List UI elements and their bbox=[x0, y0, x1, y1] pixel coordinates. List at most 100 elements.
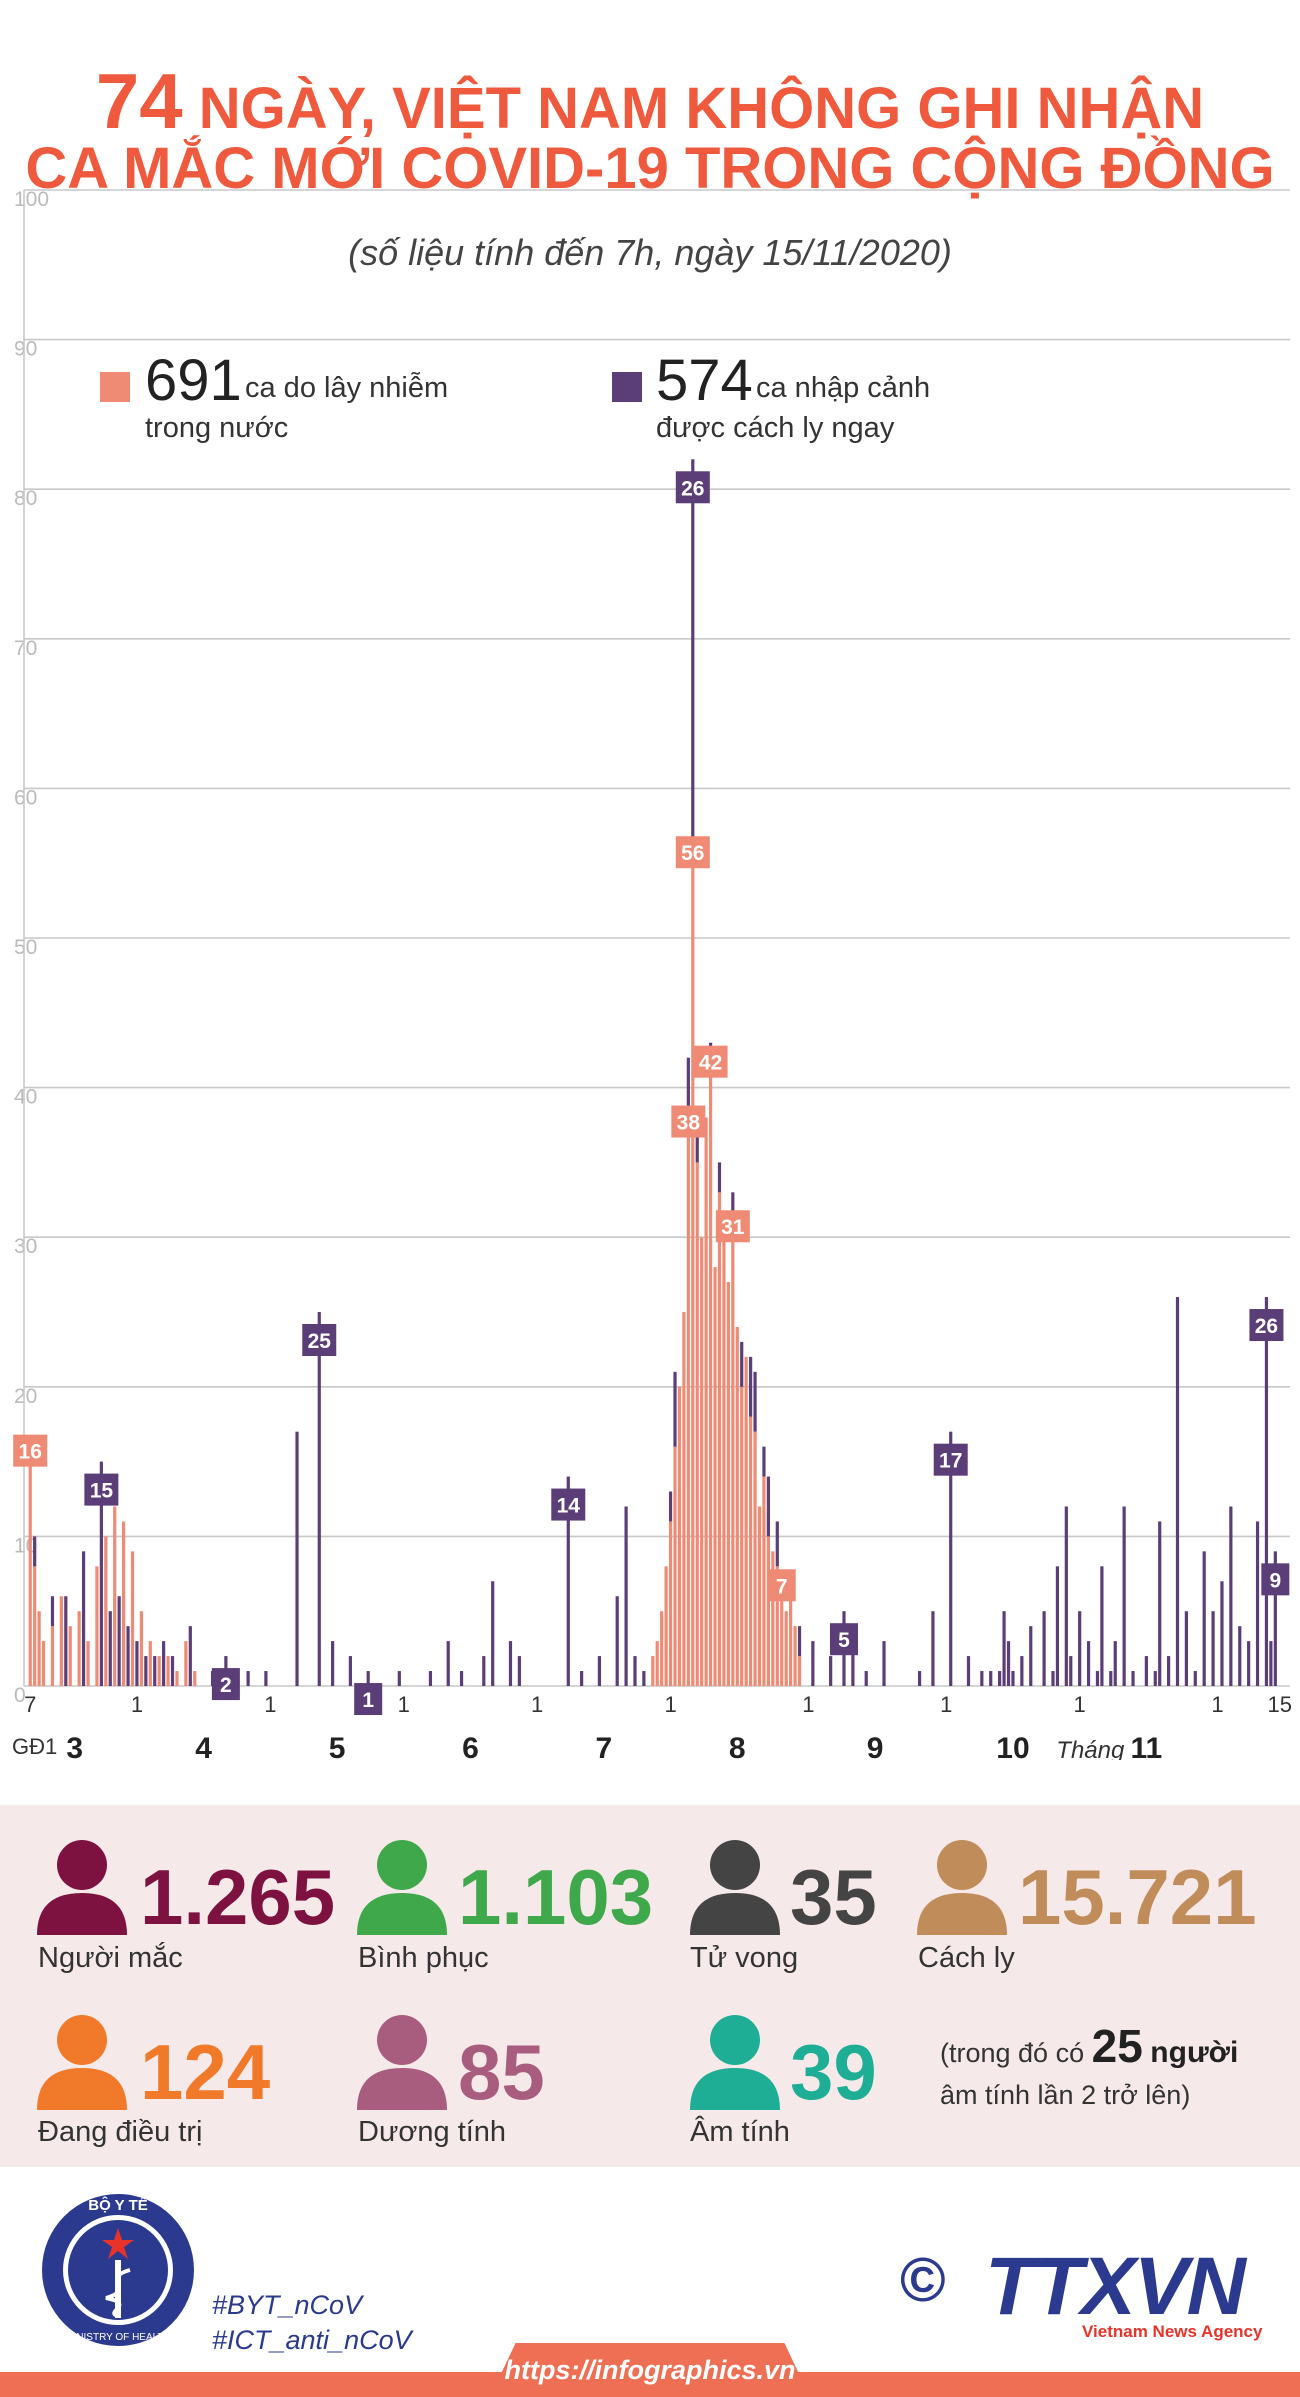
hashtag-byt: #BYT_nCoV bbox=[212, 2290, 363, 2320]
stat-treating-value: 124 bbox=[140, 2028, 271, 2116]
bar-imported bbox=[117, 1596, 121, 1686]
note-prefix: (trong đó có bbox=[940, 2038, 1085, 2068]
bar-imported bbox=[1064, 1506, 1068, 1686]
bar-imported bbox=[1055, 1566, 1060, 1686]
legend-imported-number: 574 bbox=[656, 348, 753, 413]
bar-imported bbox=[428, 1671, 433, 1686]
y-tick-label: 90 bbox=[14, 338, 37, 361]
data-label-box bbox=[1261, 1563, 1290, 1596]
bar-imported bbox=[1255, 1521, 1260, 1686]
bar-domestic bbox=[722, 1237, 726, 1686]
data-label-box bbox=[767, 1569, 796, 1602]
y-tick-label: 80 bbox=[14, 487, 37, 510]
bar-imported bbox=[1167, 1656, 1171, 1686]
bar-domestic bbox=[717, 1192, 722, 1686]
bar-imported bbox=[50, 1596, 55, 1627]
bar-domestic bbox=[686, 1117, 690, 1686]
bar-imported bbox=[64, 1596, 68, 1686]
person-icon bbox=[690, 2015, 780, 2110]
bar-domestic bbox=[753, 1431, 757, 1686]
data-label: 17 bbox=[933, 1443, 968, 1476]
data-label: 16 bbox=[13, 1434, 48, 1467]
bar-imported bbox=[949, 1431, 953, 1686]
stat-quarantine-label: Cách ly bbox=[918, 1942, 1015, 1974]
bar-imported bbox=[1100, 1566, 1104, 1686]
bar-imported bbox=[851, 1641, 855, 1686]
bar-domestic bbox=[677, 1386, 682, 1686]
data-label-box bbox=[675, 471, 710, 504]
ministry-logo-bottom-text: MINISTRY OF HEALTH bbox=[65, 2332, 171, 2343]
title-number: 74 bbox=[95, 57, 183, 145]
bar-imported bbox=[1264, 1297, 1269, 1686]
data-label: 38 bbox=[671, 1105, 706, 1138]
bar-imported bbox=[695, 1117, 699, 1163]
data-label-text: 31 bbox=[721, 1216, 745, 1239]
bar-imported bbox=[1042, 1611, 1046, 1686]
bar-domestic bbox=[86, 1641, 90, 1686]
ministry-of-health-logo: BỘ Y TẾ MINISTRY OF HEALTH bbox=[42, 2194, 194, 2346]
bar-imported bbox=[566, 1476, 570, 1686]
legend-domestic-text-1: ca do lây nhiễm bbox=[245, 372, 449, 404]
person-icon bbox=[690, 1840, 780, 1935]
bar-imported bbox=[144, 1656, 148, 1686]
stat-deaths-value: 35 bbox=[790, 1853, 877, 1941]
bar-domestic bbox=[744, 1356, 748, 1686]
footer-url-link[interactable]: https://infographics.vn bbox=[504, 2355, 796, 2385]
bar-imported bbox=[491, 1581, 495, 1686]
data-label-box bbox=[675, 836, 710, 869]
bar-imported bbox=[775, 1521, 779, 1567]
bar-imported bbox=[762, 1446, 766, 1477]
data-label-text: 17 bbox=[939, 1450, 962, 1473]
data-label-text: 5 bbox=[838, 1629, 850, 1652]
bar-domestic bbox=[682, 1312, 686, 1686]
page-subtitle: (số liệu tính đến 7h, ngày 15/11/2020) bbox=[348, 232, 952, 273]
legend-imported-swatch bbox=[612, 372, 642, 402]
data-label-text: 14 bbox=[557, 1495, 581, 1518]
stats-panel bbox=[0, 1805, 1300, 2167]
bar-imported bbox=[642, 1671, 646, 1686]
ministry-logo-top-text: BỘ Y TẾ bbox=[88, 2196, 147, 2214]
month-label: 4 bbox=[195, 1732, 212, 1760]
bar-imported bbox=[81, 1551, 86, 1686]
data-label-box bbox=[354, 1683, 383, 1716]
data-label-text: 7 bbox=[776, 1575, 788, 1598]
bar-domestic bbox=[695, 1162, 699, 1686]
x-tick-label: 15 bbox=[1268, 1692, 1292, 1717]
bar-imported bbox=[597, 1656, 602, 1686]
person-icon bbox=[37, 2015, 127, 2110]
bar-domestic bbox=[789, 1596, 793, 1686]
bar-imported bbox=[668, 1491, 673, 1522]
legend-domestic-text-2: trong nước bbox=[145, 412, 289, 444]
bar-imported bbox=[1269, 1641, 1273, 1686]
bar-imported bbox=[1051, 1671, 1055, 1686]
bar-imported bbox=[673, 1371, 677, 1447]
bar-imported bbox=[1131, 1671, 1135, 1686]
stat-positive-label: Dương tính bbox=[358, 2116, 507, 2148]
bar-domestic bbox=[740, 1386, 744, 1686]
y-tick-label: 70 bbox=[14, 637, 37, 660]
month-label: 7 bbox=[596, 1732, 613, 1760]
data-label: 9 bbox=[1261, 1563, 1290, 1596]
bar-imported bbox=[882, 1641, 886, 1686]
bar-imported bbox=[317, 1312, 321, 1686]
copyright-icon: © bbox=[900, 2246, 946, 2315]
bar-domestic bbox=[184, 1641, 188, 1686]
bar-imported bbox=[931, 1611, 935, 1686]
bar-imported bbox=[135, 1641, 139, 1686]
x-tick-label: 1 bbox=[1211, 1692, 1223, 1717]
bar-imported bbox=[108, 1611, 112, 1686]
bar-imported bbox=[1144, 1656, 1148, 1686]
phase-label: GĐ1 bbox=[12, 1734, 57, 1759]
bar-imported bbox=[1109, 1671, 1113, 1686]
data-label: 7 bbox=[767, 1569, 796, 1602]
data-label-box bbox=[933, 1443, 968, 1476]
data-label-text: 9 bbox=[1269, 1569, 1281, 1592]
bar-imported bbox=[1247, 1641, 1251, 1686]
bar-domestic bbox=[33, 1566, 37, 1686]
x-tick-label: 1 bbox=[398, 1692, 410, 1717]
stat-negative-value: 39 bbox=[790, 2028, 877, 2116]
stat-negative-label: Âm tính bbox=[690, 2116, 790, 2148]
